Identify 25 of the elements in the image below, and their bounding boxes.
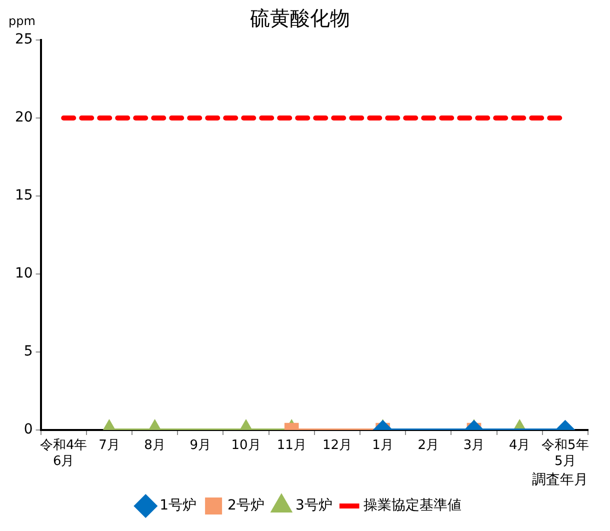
x-tick-label: 8月 (144, 438, 166, 454)
x-tick-label: 10月 (231, 438, 261, 454)
legend-label: 3号炉 (295, 498, 332, 514)
y-tick-label: 0 (24, 422, 33, 438)
x-tick-label: 12月 (322, 438, 352, 454)
y-tick-label: 10 (14, 266, 33, 282)
y-tick-label: 20 (14, 110, 33, 126)
x-tick-label: 4月 (508, 438, 530, 454)
x-axis-title: 調査年月 (532, 472, 588, 488)
x-tick-label: 令和5年 5月 (542, 438, 589, 469)
legend-label: 操業協定基準値 (363, 498, 462, 514)
x-tick-label: 3月 (463, 438, 485, 454)
x-tick-label: 7月 (98, 438, 120, 454)
x-tick-label: 2月 (418, 438, 440, 454)
y-tick-label: 5 (24, 344, 33, 360)
y-axis-title: ppm (8, 14, 36, 28)
chart-title: 硫黄酸化物 (250, 6, 350, 30)
x-tick-label: 11月 (276, 438, 306, 454)
x-tick-label: 令和4年 6月 (40, 438, 88, 469)
legend-label: 1号炉 (160, 498, 197, 514)
y-tick-label: 25 (14, 32, 33, 48)
x-tick-label: 1月 (372, 438, 394, 454)
x-tick-label: 9月 (190, 438, 212, 454)
y-tick-label: 15 (14, 188, 33, 204)
legend-label: 2号炉 (228, 498, 264, 514)
